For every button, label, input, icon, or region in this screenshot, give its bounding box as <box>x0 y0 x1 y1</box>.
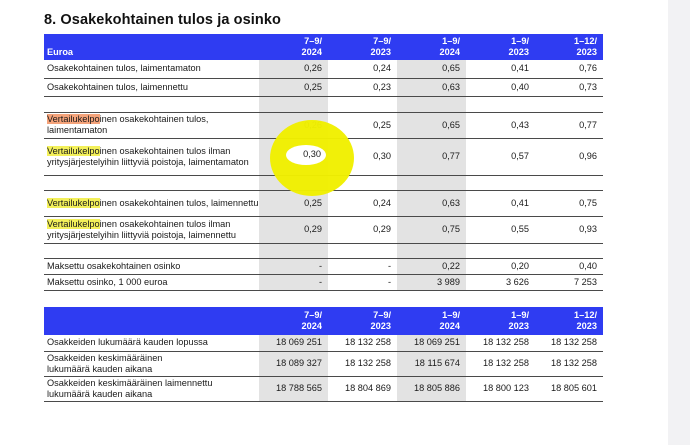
cell: 18 800 123 <box>466 376 535 402</box>
document-page: 8. Osakekohtainen tulos ja osinko Euroa … <box>44 12 603 402</box>
table-row: Osakekohtainen tulos, laimennettu 0,25 0… <box>44 78 603 97</box>
cell: 18 069 251 <box>259 335 328 352</box>
cell: 0,29 <box>328 216 397 244</box>
cell: 0,25 <box>259 78 328 97</box>
row-label: Osakkeiden keskimääräinen laimennettu lu… <box>44 376 259 402</box>
cell: 0,43 <box>466 112 535 139</box>
cell: 18 788 565 <box>259 376 328 402</box>
col-header: 1–12/2023 <box>535 307 603 335</box>
circled-value: 0,30 <box>303 149 321 159</box>
row-label: Maksettu osakekohtainen osinko <box>44 258 259 275</box>
cell: 0,76 <box>535 60 603 79</box>
cell: - <box>328 274 397 291</box>
highlighted-text: Vertailukelpo <box>47 218 100 229</box>
table-row: Osakkeiden keskimääräinen lukumäärä kaud… <box>44 351 603 377</box>
cell: 18 132 258 <box>535 335 603 352</box>
cell: 0,24 <box>328 190 397 217</box>
share-count-table: 7–9/2024 7–9/2023 1–9/2024 1–9/2023 1–12… <box>44 307 603 402</box>
cell: 0,96 <box>535 138 603 176</box>
header-label <box>44 307 259 335</box>
cell: 0,65 <box>397 112 466 139</box>
cell: 18 132 258 <box>328 351 397 377</box>
col-header: 7–9/2023 <box>328 34 397 60</box>
cell: 0,26 <box>259 60 328 79</box>
cell: - <box>259 258 328 275</box>
cell: 0,41 <box>466 60 535 79</box>
eps-table-header: Euroa 7–9/2024 7–9/2023 1–9/2024 1–9/202… <box>44 34 603 60</box>
table-row: Maksettu osinko, 1 000 euroa - - 3 989 3… <box>44 274 603 291</box>
cell: 18 804 869 <box>328 376 397 402</box>
cell: 0,20 <box>466 258 535 275</box>
table-row: Osakkeiden keskimääräinen laimennettu lu… <box>44 376 603 402</box>
col-header: 7–9/2023 <box>328 307 397 335</box>
cell: 3 626 <box>466 274 535 291</box>
row-label: Osakekohtainen tulos, laimentamaton <box>44 60 259 79</box>
cell: - <box>259 274 328 291</box>
table-row: Vertailukelpoinen osakekohtainen tulos i… <box>44 216 603 244</box>
row-label: Osakkeiden lukumäärä kauden lopussa <box>44 335 259 352</box>
spacer-row <box>44 96 603 113</box>
cell: 0,93 <box>535 216 603 244</box>
cell: 18 805 601 <box>535 376 603 402</box>
cell: 0,40 <box>535 258 603 275</box>
cell: 0,75 <box>397 216 466 244</box>
highlighted-text: Vertailukelpo <box>47 114 100 124</box>
eps-table: Euroa 7–9/2024 7–9/2023 1–9/2024 1–9/202… <box>44 34 603 291</box>
col-header: 1–9/2023 <box>466 307 535 335</box>
col-header: 1–9/2024 <box>397 34 466 60</box>
cell: 0,22 <box>397 258 466 275</box>
highlighted-text: Vertailukelpo <box>47 145 100 156</box>
cell: 18 132 258 <box>466 335 535 352</box>
cell: 0,63 <box>397 78 466 97</box>
cell: 0,65 <box>397 60 466 79</box>
cell: 0,75 <box>535 190 603 217</box>
cell: 0,57 <box>466 138 535 176</box>
cell: 0,73 <box>535 78 603 97</box>
cell: 7 253 <box>535 274 603 291</box>
cell: 0,55 <box>466 216 535 244</box>
col-header: 1–9/2024 <box>397 307 466 335</box>
cell: 0,41 <box>466 190 535 217</box>
col-header: 7–9/2024 <box>259 34 328 60</box>
cell: 0,77 <box>535 112 603 139</box>
table-row: Vertailukelpoinen osakekohtainen tulos i… <box>44 138 603 176</box>
row-label: Vertailukelpoinen osakekohtainen tulos i… <box>44 138 259 176</box>
cell: 0,24 <box>328 60 397 79</box>
col-header: 1–9/2023 <box>466 34 535 60</box>
cell: 0,63 <box>397 190 466 217</box>
cell: 0,29 <box>259 216 328 244</box>
row-label: Osakkeiden keskimääräinen lukumäärä kaud… <box>44 351 259 377</box>
cell: 18 089 327 <box>259 351 328 377</box>
cell: - <box>328 258 397 275</box>
table-row: Osakekohtainen tulos, laimentamaton 0,26… <box>44 60 603 79</box>
row-label: Vertailukelpoinen osakekohtainen tulos, … <box>44 190 259 217</box>
header-label: Euroa <box>44 34 259 60</box>
cell: 18 069 251 <box>397 335 466 352</box>
cell: 3 989 <box>397 274 466 291</box>
cell: 0,77 <box>397 138 466 176</box>
section-title: 8. Osakekohtainen tulos ja osinko <box>44 12 281 28</box>
cell: 18 805 886 <box>397 376 466 402</box>
cell: 18 132 258 <box>466 351 535 377</box>
right-gutter <box>668 0 690 445</box>
col-header: 1–12/2023 <box>535 34 603 60</box>
cell: 0,23 <box>328 78 397 97</box>
table-row: Maksettu osakekohtainen osinko - - 0,22 … <box>44 258 603 275</box>
row-label: Vertailukelpoinen osakekohtainen tulos, … <box>44 112 259 139</box>
highlighted-text: Vertailukelpo <box>47 197 100 208</box>
row-label: Osakekohtainen tulos, laimennettu <box>44 78 259 97</box>
cell: 18 115 674 <box>397 351 466 377</box>
table-row: Osakkeiden lukumäärä kauden lopussa 18 0… <box>44 335 603 352</box>
col-header: 7–9/2024 <box>259 307 328 335</box>
share-table-header: 7–9/2024 7–9/2023 1–9/2024 1–9/2023 1–12… <box>44 307 603 335</box>
cell: 18 132 258 <box>535 351 603 377</box>
row-label: Vertailukelpoinen osakekohtainen tulos i… <box>44 216 259 244</box>
row-label: Maksettu osinko, 1 000 euroa <box>44 274 259 291</box>
cell: 0,40 <box>466 78 535 97</box>
spacer-row <box>44 243 603 259</box>
table-row: Vertailukelpoinen osakekohtainen tulos, … <box>44 190 603 217</box>
annotation-circle-inner <box>286 145 326 165</box>
cell: 18 132 258 <box>328 335 397 352</box>
